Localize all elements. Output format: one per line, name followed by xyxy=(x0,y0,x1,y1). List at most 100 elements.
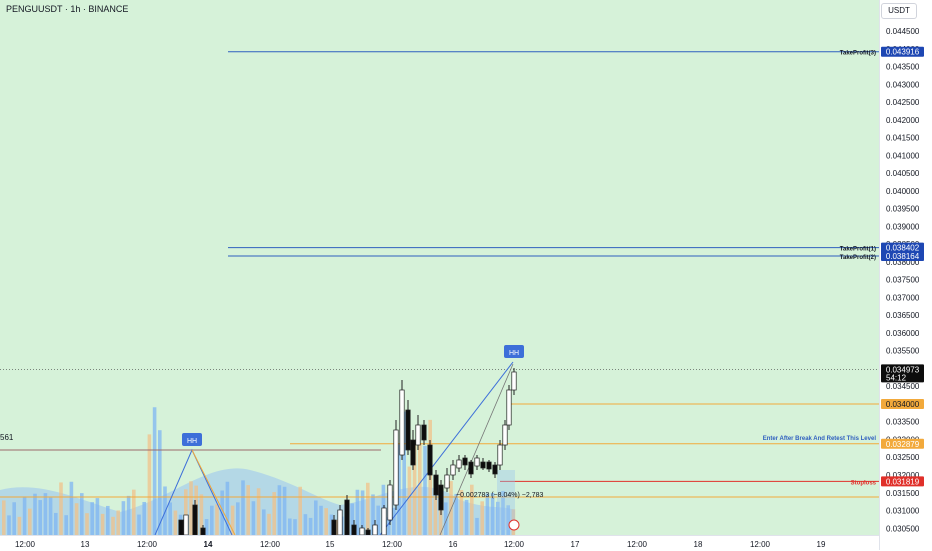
volume-bar xyxy=(173,510,178,535)
level-label: TakeProfit(2) xyxy=(840,255,876,261)
volume-bar xyxy=(17,516,22,535)
candle-body xyxy=(381,507,387,535)
time-tick-label: 18 xyxy=(694,540,703,549)
candle-body xyxy=(462,457,468,466)
volume-bar xyxy=(59,482,63,535)
candle-body xyxy=(372,524,378,535)
price-tick-label: 0.039000 xyxy=(886,222,920,231)
volume-bar xyxy=(272,492,276,535)
volume-bar xyxy=(470,484,474,535)
candle-body xyxy=(492,464,498,475)
candle-body xyxy=(192,504,198,535)
volume-bar xyxy=(43,493,48,535)
time-tick-label: 12:00 xyxy=(504,540,525,549)
candle-body xyxy=(387,484,393,521)
volume-bar xyxy=(412,440,417,535)
volume-bar xyxy=(496,501,500,535)
volume-bar xyxy=(158,430,162,535)
time-tick-label: 15 xyxy=(326,540,335,549)
volume-bar xyxy=(116,510,120,535)
candle-body xyxy=(450,464,456,476)
alert-icon xyxy=(508,519,520,531)
volume-bar xyxy=(100,513,105,535)
volume-bar xyxy=(90,502,94,535)
price-tick-label: 0.031500 xyxy=(886,489,920,498)
price-tick-label: 0.033500 xyxy=(886,418,920,427)
candle-body xyxy=(438,484,444,511)
volume-bar xyxy=(210,505,214,535)
volume-bar xyxy=(418,442,422,535)
volume-bar xyxy=(282,486,287,535)
price-badge: 0.038402 xyxy=(886,244,920,253)
volume-bar xyxy=(111,516,115,535)
level-label: Enter After Break And Retest This Level xyxy=(763,436,877,442)
hh-marker xyxy=(182,433,202,446)
volume-bar xyxy=(95,498,100,535)
time-tick-label: 19 xyxy=(817,540,826,549)
price-tick-label: 0.043500 xyxy=(886,63,920,72)
price-badge-bg xyxy=(881,438,924,449)
volume-bar xyxy=(506,505,510,535)
candles xyxy=(178,368,517,535)
volume-bar xyxy=(480,501,484,535)
volume-bar xyxy=(293,519,297,535)
volume-bar xyxy=(464,499,469,535)
hh-marker-label: HH xyxy=(187,438,197,445)
price-axis[interactable]: 0.0445000.0440000.0435000.0430000.042500… xyxy=(879,0,932,550)
volume-bar xyxy=(163,486,167,535)
candle-body xyxy=(433,474,439,496)
volume-bar xyxy=(22,496,27,535)
volume-bar xyxy=(392,507,396,535)
candle-body xyxy=(497,444,503,466)
chart-area[interactable]: TakeProfit(3) TakeProfit(1) TakeProfit(2) E… xyxy=(0,0,879,535)
volume-bar xyxy=(256,488,261,535)
candle-body xyxy=(351,524,357,535)
volume-bar xyxy=(490,492,495,535)
volume-bar xyxy=(38,500,42,535)
price-tick-label: 0.035500 xyxy=(886,347,920,356)
candle-body xyxy=(486,461,492,470)
price-tick-label: 0.043000 xyxy=(886,80,920,89)
time-tick-label: 16 xyxy=(449,540,458,549)
zigzag-left-orange xyxy=(191,449,236,535)
volume-bar xyxy=(189,481,193,535)
chart-labels: TakeProfit(3) TakeProfit(1) TakeProfit(2) E… xyxy=(0,51,877,531)
volume-bar xyxy=(324,508,328,535)
volume-bar xyxy=(407,466,412,535)
volume-bar xyxy=(329,514,334,535)
symbol-title[interactable]: PENGUUSDT · 1h · BINANCE xyxy=(6,4,129,14)
candle-body xyxy=(468,461,474,475)
price-tick-label: 0.030500 xyxy=(886,524,920,533)
volume-bar xyxy=(288,518,292,535)
candle-body xyxy=(480,461,486,469)
volume-bar xyxy=(314,500,318,535)
measure-label: −0.002783 (−8.04%) −2,783 xyxy=(456,492,543,499)
volume-bar xyxy=(386,517,391,535)
candle-body xyxy=(183,514,189,535)
candle-body xyxy=(393,429,399,506)
time-axis[interactable]: 12:00 13 12:00 14 12:00 15 12:00 16 12:00 17 12:00… xyxy=(0,535,879,551)
price-tick-label: 0.036000 xyxy=(886,329,920,338)
price-tick-label: 0.032000 xyxy=(886,471,920,480)
volume-bar xyxy=(459,489,464,535)
volume-bar xyxy=(74,503,79,535)
volume-bar xyxy=(199,494,204,535)
volume-bar xyxy=(402,411,406,535)
measure-box xyxy=(497,470,515,530)
price-tick-label: 0.031000 xyxy=(886,507,920,516)
volume-bar xyxy=(475,517,479,535)
candle-body xyxy=(359,527,365,535)
currency-selector[interactable]: USDT xyxy=(881,3,917,19)
volume-bar xyxy=(204,519,209,535)
candle-body xyxy=(365,529,371,535)
price-badge: 0.032879 xyxy=(886,440,920,449)
volume-bar xyxy=(251,501,256,535)
volume-bar xyxy=(277,485,282,535)
volume-bar xyxy=(215,504,219,535)
candle-body xyxy=(421,424,427,441)
volume-bar xyxy=(137,514,141,535)
volume-bar xyxy=(350,503,354,535)
chart-canvas[interactable]: TakeProfit(3) TakeProfit(1) TakeProfit(2) E… xyxy=(0,0,879,535)
candle-body xyxy=(405,409,411,451)
hh-marker-label: HH xyxy=(509,350,519,357)
